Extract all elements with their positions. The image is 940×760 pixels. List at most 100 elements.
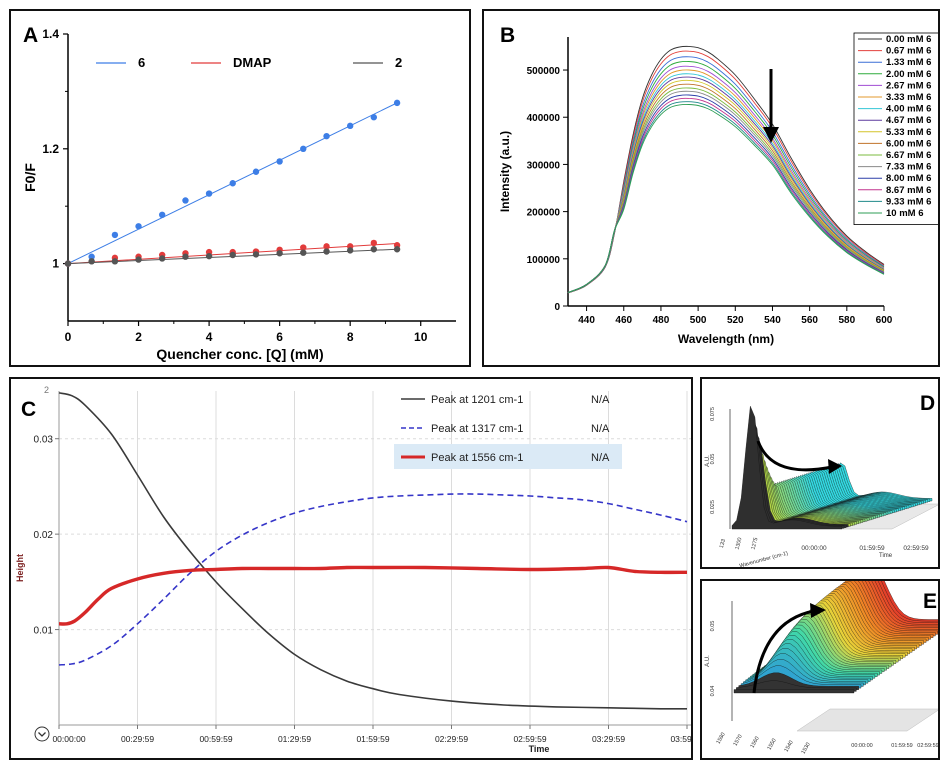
data-point-a <box>393 246 401 253</box>
x-tick-label-a: 4 <box>206 330 213 344</box>
y-tick-label-b: 200000 <box>527 208 561 219</box>
legend-label-b: 5.33 mM 6 <box>886 127 931 138</box>
time-tick-label-d: 01:59:59 <box>859 545 885 552</box>
data-point-a <box>158 255 166 262</box>
arrow-head-e <box>810 603 826 618</box>
y-axis-label-c: Height <box>15 554 25 582</box>
data-point-a <box>64 260 72 267</box>
legend-label-a: DMAP <box>233 55 272 70</box>
spectrum-line-b <box>567 79 885 293</box>
y-tick-label-b: 300000 <box>527 160 561 171</box>
x-tick-label-b: 600 <box>876 315 893 326</box>
spectrum-line-b <box>567 56 885 294</box>
legend-value-c: N/A <box>591 394 610 406</box>
legend-label-b: 7.33 mM 6 <box>886 162 931 173</box>
legend-value-c: N/A <box>591 423 610 435</box>
data-point-a <box>88 258 95 265</box>
legend-label-b: 8.00 mM 6 <box>886 173 931 184</box>
time-tick-label-e: 02:59:59 <box>917 743 938 749</box>
x-tick-label-c: 02:29:59 <box>435 734 468 744</box>
y-tick-label-b: 500000 <box>527 66 561 77</box>
arrow-shaft-d <box>756 440 833 472</box>
spectrum-line-b <box>567 90 885 293</box>
series-a-2 <box>64 246 401 267</box>
x-tick-label-c: 01:29:59 <box>278 734 311 744</box>
panel-label-a: A <box>23 24 38 47</box>
legend-label-b: 4.67 mM 6 <box>886 115 931 126</box>
spectrum-line-b <box>567 45 885 294</box>
collapse-button-c[interactable] <box>34 726 50 742</box>
x-tick-label-b: 540 <box>764 315 781 326</box>
chart-a: A 0 2 4 6 8 10 1 1.2 1.4 Quencher conc. [Q] (mM) F… <box>22 24 456 362</box>
legend-label-b: 6.00 mM 6 <box>886 138 931 149</box>
spectrum-line-b <box>567 61 885 294</box>
z-tick-label-e: 0.05 <box>710 621 716 632</box>
grid-c <box>59 391 691 725</box>
data-point-a <box>205 190 213 197</box>
x-tick-label-b: 520 <box>727 315 744 326</box>
surface-slice <box>731 406 843 530</box>
data-point-a <box>111 231 119 239</box>
panel-b: B 440 460 480 500 520 540 560 580 600 0 100000 2000… <box>482 9 940 367</box>
x-tick-label-b: 440 <box>578 315 595 326</box>
x-tick-label-d: 133 <box>719 539 727 549</box>
legend-b: 0.00 mM 60.67 mM 61.33 mM 62.00 mM 62.67… <box>853 32 938 226</box>
data-point-a <box>229 251 236 259</box>
arrow-down-b <box>763 69 779 143</box>
data-point-a <box>370 239 378 247</box>
axes-a: 0 2 4 6 8 10 1 1.2 1.4 Quencher conc. [Q] (mM) F0/… <box>22 27 456 362</box>
panel-label-b: B <box>500 24 515 47</box>
legend-label-b: 2.00 mM 6 <box>886 69 931 80</box>
data-point-a <box>300 249 307 256</box>
x-tick-label-c: 01:59:59 <box>356 734 389 744</box>
data-point-a <box>276 158 283 165</box>
data-point-a <box>323 243 330 250</box>
legend-label-b: 0.00 mM 6 <box>886 34 931 45</box>
spectrum-line-b <box>567 50 885 294</box>
data-point-a <box>252 168 260 175</box>
z-tick-label-e: 0.04 <box>710 686 716 697</box>
legend-label-b: 1.33 mM 6 <box>886 57 931 68</box>
z-axis-label-d: A.U. <box>705 455 711 467</box>
legend-a: 6 DMAP 2 <box>96 55 402 70</box>
spectrum-line-b <box>567 97 885 293</box>
axes-b: 440 460 480 500 520 540 560 580 600 0 100000 200000… <box>498 37 893 346</box>
panel-label-d: D <box>920 392 935 415</box>
time-tick-label-d: 00:00:00 <box>801 545 827 552</box>
legend-label-b: 0.67 mM 6 <box>886 46 931 57</box>
x-tick-label-e: 1540 <box>783 740 794 754</box>
z-tick-label-d: 0.05 <box>710 454 716 465</box>
chevron-down-icon <box>34 726 50 742</box>
time-tick-label-d: 02:59:59 <box>903 545 929 552</box>
x-tick-label-e: 1560 <box>749 736 760 750</box>
x-tick-label-b: 460 <box>615 315 632 326</box>
spectrum-line-b <box>567 87 885 293</box>
x-tick-label-e: 1550 <box>766 738 777 752</box>
x-axis-label-a: Quencher conc. [Q] (mM) <box>156 346 323 362</box>
y-tick-label-c: 0.01 <box>34 626 54 637</box>
x-axis-label-b: Wavelength (nm) <box>678 332 774 346</box>
x-tick-label-b: 580 <box>838 315 855 326</box>
data-point-a <box>135 223 142 230</box>
x-axis-label-c: Time <box>529 744 550 754</box>
y-axis-label-b: Intensity (a.u.) <box>498 131 512 212</box>
floor-plane-e <box>796 708 938 732</box>
data-point-a <box>323 248 330 255</box>
data-point-a <box>229 180 236 187</box>
surface-plot-d: 0.075 0.05 0.025 A.U. 133 1300 1275Wavenumber … <box>705 392 938 567</box>
spectra-b <box>567 45 885 294</box>
data-point-a <box>276 250 283 257</box>
spectrum-line-b <box>567 65 885 294</box>
chart-b: B 440 460 480 500 520 540 560 580 600 0 100000 2000… <box>498 24 938 346</box>
spectrum-line-b <box>567 83 885 293</box>
series-a-6 <box>64 99 401 267</box>
x-tick-label-c: 00:00:00 <box>52 734 85 744</box>
x-tick-label-a: 6 <box>276 330 283 344</box>
x-tick-label-d: 1300 <box>735 537 744 550</box>
y-axis-label-a: F0/F <box>22 163 38 192</box>
arrow-head-d <box>828 459 842 474</box>
data-point-a <box>300 244 307 251</box>
arrow-head-b <box>763 127 779 143</box>
y-tick-label-c: 0.02 <box>34 530 54 541</box>
x-tick-label-c: 03:59:59 <box>670 734 691 744</box>
